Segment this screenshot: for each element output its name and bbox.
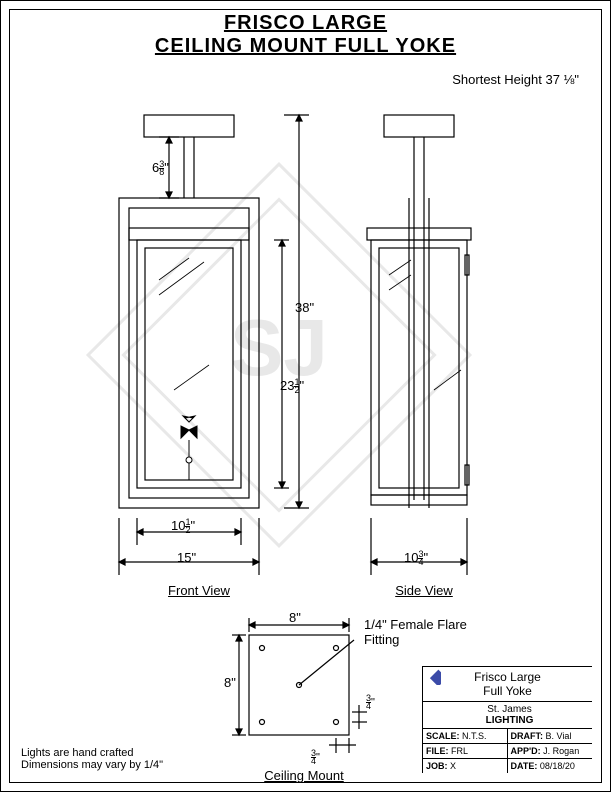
front-view-label: Front View <box>149 583 249 598</box>
dim-front-w: 15" <box>177 550 196 565</box>
brand2: LIGHTING <box>486 715 534 726</box>
shortest-height: Shortest Height 37 ⅛" <box>452 72 579 87</box>
dim-hole-b: 34" <box>311 750 320 765</box>
dim-glass-w: 1012" <box>171 518 195 534</box>
note-vary: Dimensions may vary by 1/4" <box>21 759 163 771</box>
tb-name1: Frisco Large <box>474 670 541 684</box>
brand: St. James <box>487 704 531 715</box>
fitting-label: 1/4" Female FlareFitting <box>364 617 467 647</box>
dim-plate-w: 8" <box>289 610 301 625</box>
title-block: Frisco Large Full Yoke St. James LIGHTIN… <box>422 666 592 773</box>
ceiling-mount-label: Ceiling Mount <box>249 768 359 783</box>
note-handcrafted: Lights are hand crafted <box>21 747 134 759</box>
dim-plate-h: 8" <box>224 675 236 690</box>
dim-stem: 638" <box>152 160 169 176</box>
tb-name2: Full Yoke <box>483 684 532 698</box>
side-view-label: Side View <box>374 583 474 598</box>
dim-side-w: 1034" <box>404 550 428 566</box>
side-view-drawing <box>349 100 529 590</box>
dim-hole-r: 34" <box>366 695 375 710</box>
logo-icon <box>423 667 441 685</box>
dim-total-h: 38" <box>295 300 314 315</box>
front-dims <box>274 100 334 590</box>
title-line1: FRISCO LARGE <box>10 12 601 35</box>
title-line2: CEILING MOUNT FULL YOKE <box>10 35 601 58</box>
dim-glass-h: 2312" <box>280 378 304 394</box>
